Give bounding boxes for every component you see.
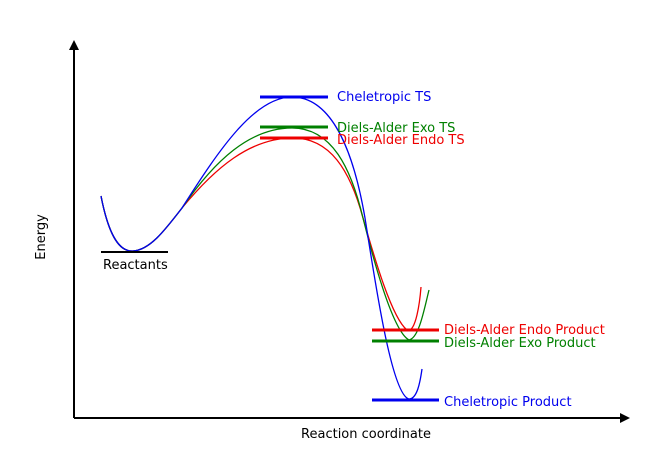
cheletropic-ts-label: Cheletropic TS [337, 90, 431, 105]
reactants-label: Reactants [103, 258, 168, 273]
endo-ts-label: Diels-Alder Endo TS [337, 133, 465, 148]
endo-curve [100, 137, 422, 331]
cheletropic-product-label: Cheletropic Product [444, 395, 572, 410]
x-axis-label: Reaction coordinate [301, 427, 431, 442]
y-axis-label: Energy [34, 214, 49, 260]
endo-product-label: Diels-Alder Endo Product [444, 323, 605, 338]
exo-ts-label: Diels-Alder Exo TS [337, 121, 455, 136]
exo-product-label: Diels-Alder Exo Product [444, 336, 596, 351]
